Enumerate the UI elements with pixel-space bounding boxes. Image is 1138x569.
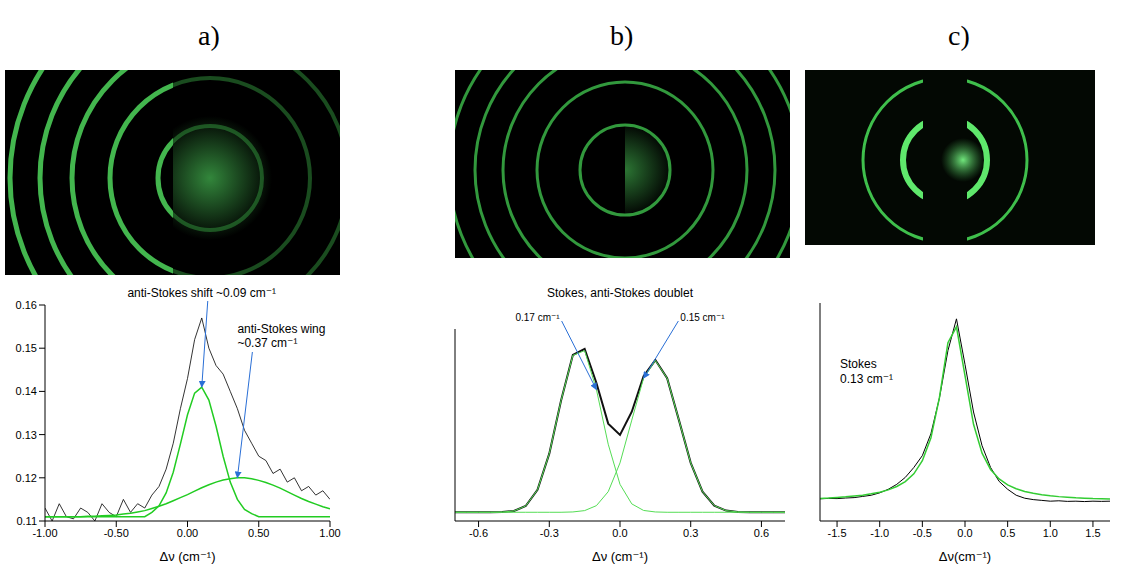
svg-text:0.14: 0.14 bbox=[16, 385, 37, 397]
svg-text:0.17 cm⁻¹: 0.17 cm⁻¹ bbox=[515, 312, 560, 323]
svg-text:0.50: 0.50 bbox=[248, 527, 269, 539]
svg-text:1.00: 1.00 bbox=[319, 527, 340, 539]
svg-text:Δν (cm⁻¹): Δν (cm⁻¹) bbox=[160, 549, 216, 564]
svg-text:0.0: 0.0 bbox=[612, 527, 627, 539]
html-text:b): b) bbox=[610, 20, 634, 51]
svg-text:0.16: 0.16 bbox=[16, 299, 37, 311]
svg-text:-0.3: -0.3 bbox=[540, 527, 559, 539]
svg-text:-1.5: -1.5 bbox=[828, 527, 847, 539]
svg-text:0.12: 0.12 bbox=[16, 472, 37, 484]
svg-text:-0.5: -0.5 bbox=[913, 527, 932, 539]
svg-text:-1.0: -1.0 bbox=[870, 527, 889, 539]
svg-text:0.13: 0.13 bbox=[16, 429, 37, 441]
html-text:c): c) bbox=[948, 20, 970, 51]
svg-text:Δν (cm⁻¹): Δν (cm⁻¹) bbox=[592, 549, 648, 564]
html-text:a): a) bbox=[198, 20, 220, 51]
svg-text:anti-Stokes shift ~0.09 cm⁻¹: anti-Stokes shift ~0.09 cm⁻¹ bbox=[127, 286, 276, 300]
svg-text:0.15: 0.15 bbox=[16, 342, 37, 354]
svg-text:0.13 cm⁻¹: 0.13 cm⁻¹ bbox=[840, 372, 893, 386]
svg-text:0.11: 0.11 bbox=[16, 515, 37, 527]
svg-text:0.00: 0.00 bbox=[177, 527, 198, 539]
svg-text:Stokes: Stokes bbox=[840, 357, 877, 371]
svg-text:0.5: 0.5 bbox=[1000, 527, 1015, 539]
svg-text:0.6: 0.6 bbox=[754, 527, 769, 539]
svg-text:0.3: 0.3 bbox=[683, 527, 698, 539]
svg-text:-0.50: -0.50 bbox=[104, 527, 129, 539]
svg-text:anti-Stokes wing: anti-Stokes wing bbox=[237, 322, 325, 336]
svg-text:1.5: 1.5 bbox=[1085, 527, 1100, 539]
svg-text:~0.37 cm⁻¹: ~0.37 cm⁻¹ bbox=[237, 336, 297, 350]
svg-text:Δν(cm⁻¹): Δν(cm⁻¹) bbox=[939, 549, 991, 564]
svg-text:Stokes, anti-Stokes doublet: Stokes, anti-Stokes doublet bbox=[547, 286, 694, 300]
svg-text:0.0: 0.0 bbox=[957, 527, 972, 539]
svg-text:-0.6: -0.6 bbox=[469, 527, 488, 539]
svg-text:1.0: 1.0 bbox=[1043, 527, 1058, 539]
svg-text:0.15 cm⁻¹: 0.15 cm⁻¹ bbox=[680, 312, 725, 323]
svg-text:-1.00: -1.00 bbox=[32, 527, 57, 539]
